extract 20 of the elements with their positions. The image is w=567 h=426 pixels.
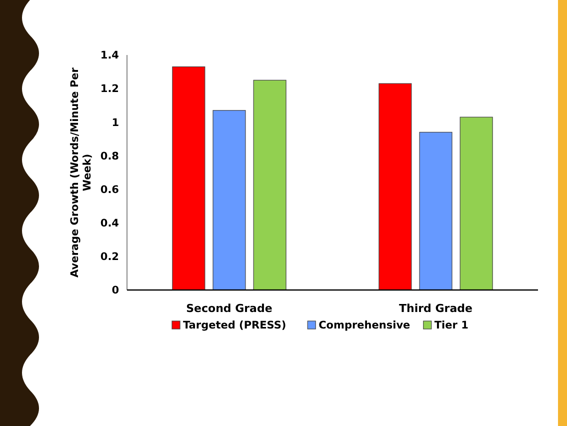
bar — [253, 80, 286, 290]
y-tick-label: 0 — [112, 284, 119, 297]
bar — [378, 83, 412, 290]
y-tick-label: 0.2 — [100, 251, 119, 264]
y-axis-title: Average Growth (Words/Minute Per Week) — [68, 66, 94, 278]
x-tick-label: Second Grade — [186, 302, 272, 315]
bar — [460, 116, 493, 290]
bar — [419, 132, 452, 290]
y-tick-label: 1.4 — [100, 50, 119, 62]
x-tick-label: Third Grade — [399, 302, 472, 315]
legend-label: Tier 1 — [434, 320, 468, 332]
bar — [212, 110, 246, 290]
y-tick-label: 1 — [112, 116, 119, 129]
y-tick-label: 0.4 — [100, 218, 119, 230]
legend-label: Comprehensive — [318, 320, 410, 332]
legend-label: Targeted (PRESS) — [183, 320, 286, 332]
y-tick-label: 1.2 — [100, 83, 119, 96]
y-tick-label: 0.8 — [100, 150, 119, 162]
y-tick-label: 0.6 — [100, 184, 119, 196]
bar — [172, 66, 206, 290]
